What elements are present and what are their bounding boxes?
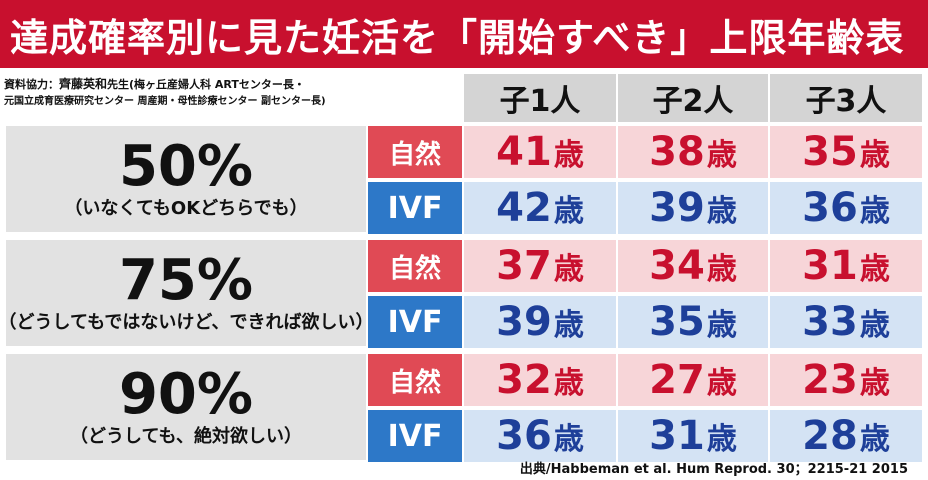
age-value: 36 bbox=[802, 185, 858, 231]
title-bar: 達成確率別に見た妊活を「開始すべき」上限年齢表 bbox=[0, 0, 928, 68]
age-unit: 歳 bbox=[859, 194, 890, 229]
credit-label: 資料協力： bbox=[4, 78, 59, 91]
credit-block: 資料協力：齊藤英和先生(梅ヶ丘産婦人科 ARTセンター長・ 元国立成育医療研究セ… bbox=[4, 76, 464, 110]
age-unit: 歳 bbox=[553, 366, 584, 401]
column-header-3-children: 子3人 bbox=[770, 74, 922, 122]
probability-label: 90% bbox=[118, 362, 254, 427]
probability-note: （どうしてもではないけど、できれば欲しい） bbox=[0, 312, 374, 333]
ivf-label: IVF bbox=[368, 410, 462, 462]
credit-honorific: 先生 bbox=[107, 78, 130, 91]
age-cell: 42 歳 bbox=[464, 182, 616, 234]
credit-affiliation-1: (梅ヶ丘産婦人科 ARTセンター長・ bbox=[129, 78, 305, 91]
age-cell: 31 歳 bbox=[770, 240, 922, 292]
age-cell: 39 歳 bbox=[464, 296, 616, 348]
age-cell: 35 歳 bbox=[618, 296, 768, 348]
page-title: 達成確率別に見た妊活を「開始すべき」上限年齢表 bbox=[10, 15, 905, 60]
age-unit: 歳 bbox=[859, 138, 890, 173]
age-value: 39 bbox=[649, 185, 705, 231]
ivf-label: IVF bbox=[368, 296, 462, 348]
age-value: 35 bbox=[802, 129, 858, 175]
age-cell: 31 歳 bbox=[618, 410, 768, 462]
age-cell: 27 歳 bbox=[618, 354, 768, 406]
age-unit: 歳 bbox=[706, 366, 737, 401]
age-cell: 41 歳 bbox=[464, 126, 616, 178]
age-cell: 36 歳 bbox=[770, 182, 922, 234]
age-unit: 歳 bbox=[859, 366, 890, 401]
age-cell: 37 歳 bbox=[464, 240, 616, 292]
age-unit: 歳 bbox=[706, 138, 737, 173]
probability-label: 75% bbox=[118, 248, 254, 313]
age-cell: 38 歳 bbox=[618, 126, 768, 178]
ivf-label: IVF bbox=[368, 182, 462, 234]
age-value: 31 bbox=[649, 413, 705, 459]
age-value: 31 bbox=[802, 243, 858, 289]
probability-note: （どうしても、絶対欲しい） bbox=[69, 426, 303, 447]
age-cell: 35 歳 bbox=[770, 126, 922, 178]
age-unit: 歳 bbox=[706, 422, 737, 457]
credit-name: 齊藤英和 bbox=[59, 77, 108, 91]
age-value: 41 bbox=[496, 129, 552, 175]
natural-label: 自然 bbox=[368, 126, 462, 178]
source-citation: 出典/Habbeman et al. Hum Reprod. 30；2215-2… bbox=[519, 462, 908, 477]
age-value: 33 bbox=[802, 299, 858, 345]
age-unit: 歳 bbox=[553, 308, 584, 343]
column-header-2-children: 子2人 bbox=[618, 74, 768, 122]
credit-line-2: 元国立成育医療研究センター 周産期・母性診療センター 副センター長) bbox=[4, 96, 326, 107]
age-unit: 歳 bbox=[553, 252, 584, 287]
age-unit: 歳 bbox=[859, 252, 890, 287]
age-unit: 歳 bbox=[553, 422, 584, 457]
age-cell: 39 歳 bbox=[618, 182, 768, 234]
age-cell: 33 歳 bbox=[770, 296, 922, 348]
age-value: 34 bbox=[649, 243, 705, 289]
age-value: 39 bbox=[496, 299, 552, 345]
age-unit: 歳 bbox=[859, 422, 890, 457]
age-value: 38 bbox=[649, 129, 705, 175]
age-cell: 32 歳 bbox=[464, 354, 616, 406]
age-unit: 歳 bbox=[706, 194, 737, 229]
probability-label: 50% bbox=[118, 134, 254, 199]
age-value: 27 bbox=[649, 357, 705, 403]
age-unit: 歳 bbox=[859, 308, 890, 343]
age-cell: 23 歳 bbox=[770, 354, 922, 406]
row-header-75: 75% （どうしてもではないけど、できれば欲しい） bbox=[0, 240, 373, 346]
credit-line-1: 資料協力：齊藤英和先生(梅ヶ丘産婦人科 ARTセンター長・ bbox=[4, 76, 464, 93]
age-value: 37 bbox=[496, 243, 552, 289]
age-cell: 34 歳 bbox=[618, 240, 768, 292]
natural-label: 自然 bbox=[368, 240, 462, 292]
age-unit: 歳 bbox=[706, 252, 737, 287]
column-header-1-child: 子1人 bbox=[464, 74, 616, 122]
age-cell: 28 歳 bbox=[770, 410, 922, 462]
probability-note: （いなくてもOKどちらでも） bbox=[64, 198, 308, 219]
age-unit: 歳 bbox=[706, 308, 737, 343]
age-value: 28 bbox=[802, 413, 858, 459]
age-value: 35 bbox=[649, 299, 705, 345]
row-header-90: 90% （どうしても、絶対欲しい） bbox=[6, 354, 366, 460]
row-header-50: 50% （いなくてもOKどちらでも） bbox=[6, 126, 366, 232]
age-unit: 歳 bbox=[553, 138, 584, 173]
age-unit: 歳 bbox=[553, 194, 584, 229]
natural-label: 自然 bbox=[368, 354, 462, 406]
age-value: 42 bbox=[496, 185, 552, 231]
age-cell: 36 歳 bbox=[464, 410, 616, 462]
age-value: 32 bbox=[496, 357, 552, 403]
age-value: 23 bbox=[802, 357, 858, 403]
age-value: 36 bbox=[496, 413, 552, 459]
